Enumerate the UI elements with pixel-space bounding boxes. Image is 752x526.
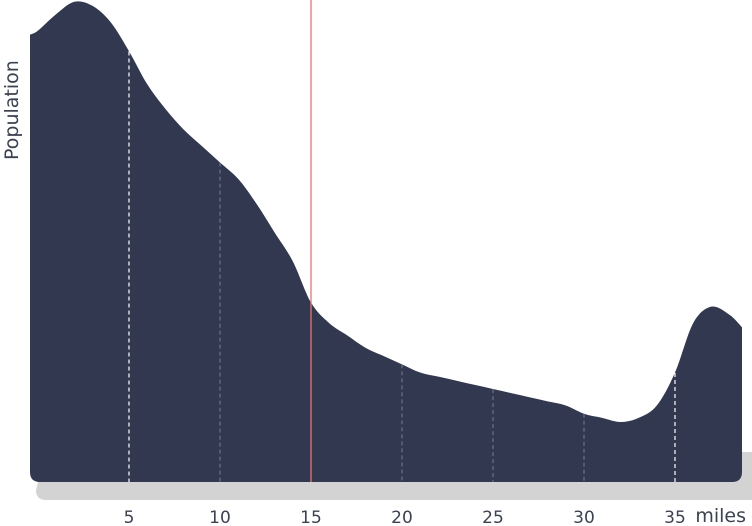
- x-tick-label: 35: [664, 508, 686, 526]
- x-tick-label: 25: [482, 508, 504, 526]
- y-axis-label: Population: [1, 60, 23, 160]
- x-tick-label: 30: [573, 508, 595, 526]
- x-tick-label: 10: [209, 508, 231, 526]
- population-area: [30, 1, 742, 482]
- x-tick-labels: 5 10 15 20 25 30 35: [124, 508, 686, 526]
- x-tick-label: 20: [391, 508, 413, 526]
- x-tick-label: 15: [300, 508, 322, 526]
- x-tick-label: 5: [124, 508, 135, 526]
- x-axis-label: miles: [695, 505, 746, 526]
- grid-lines: [128, 51, 676, 482]
